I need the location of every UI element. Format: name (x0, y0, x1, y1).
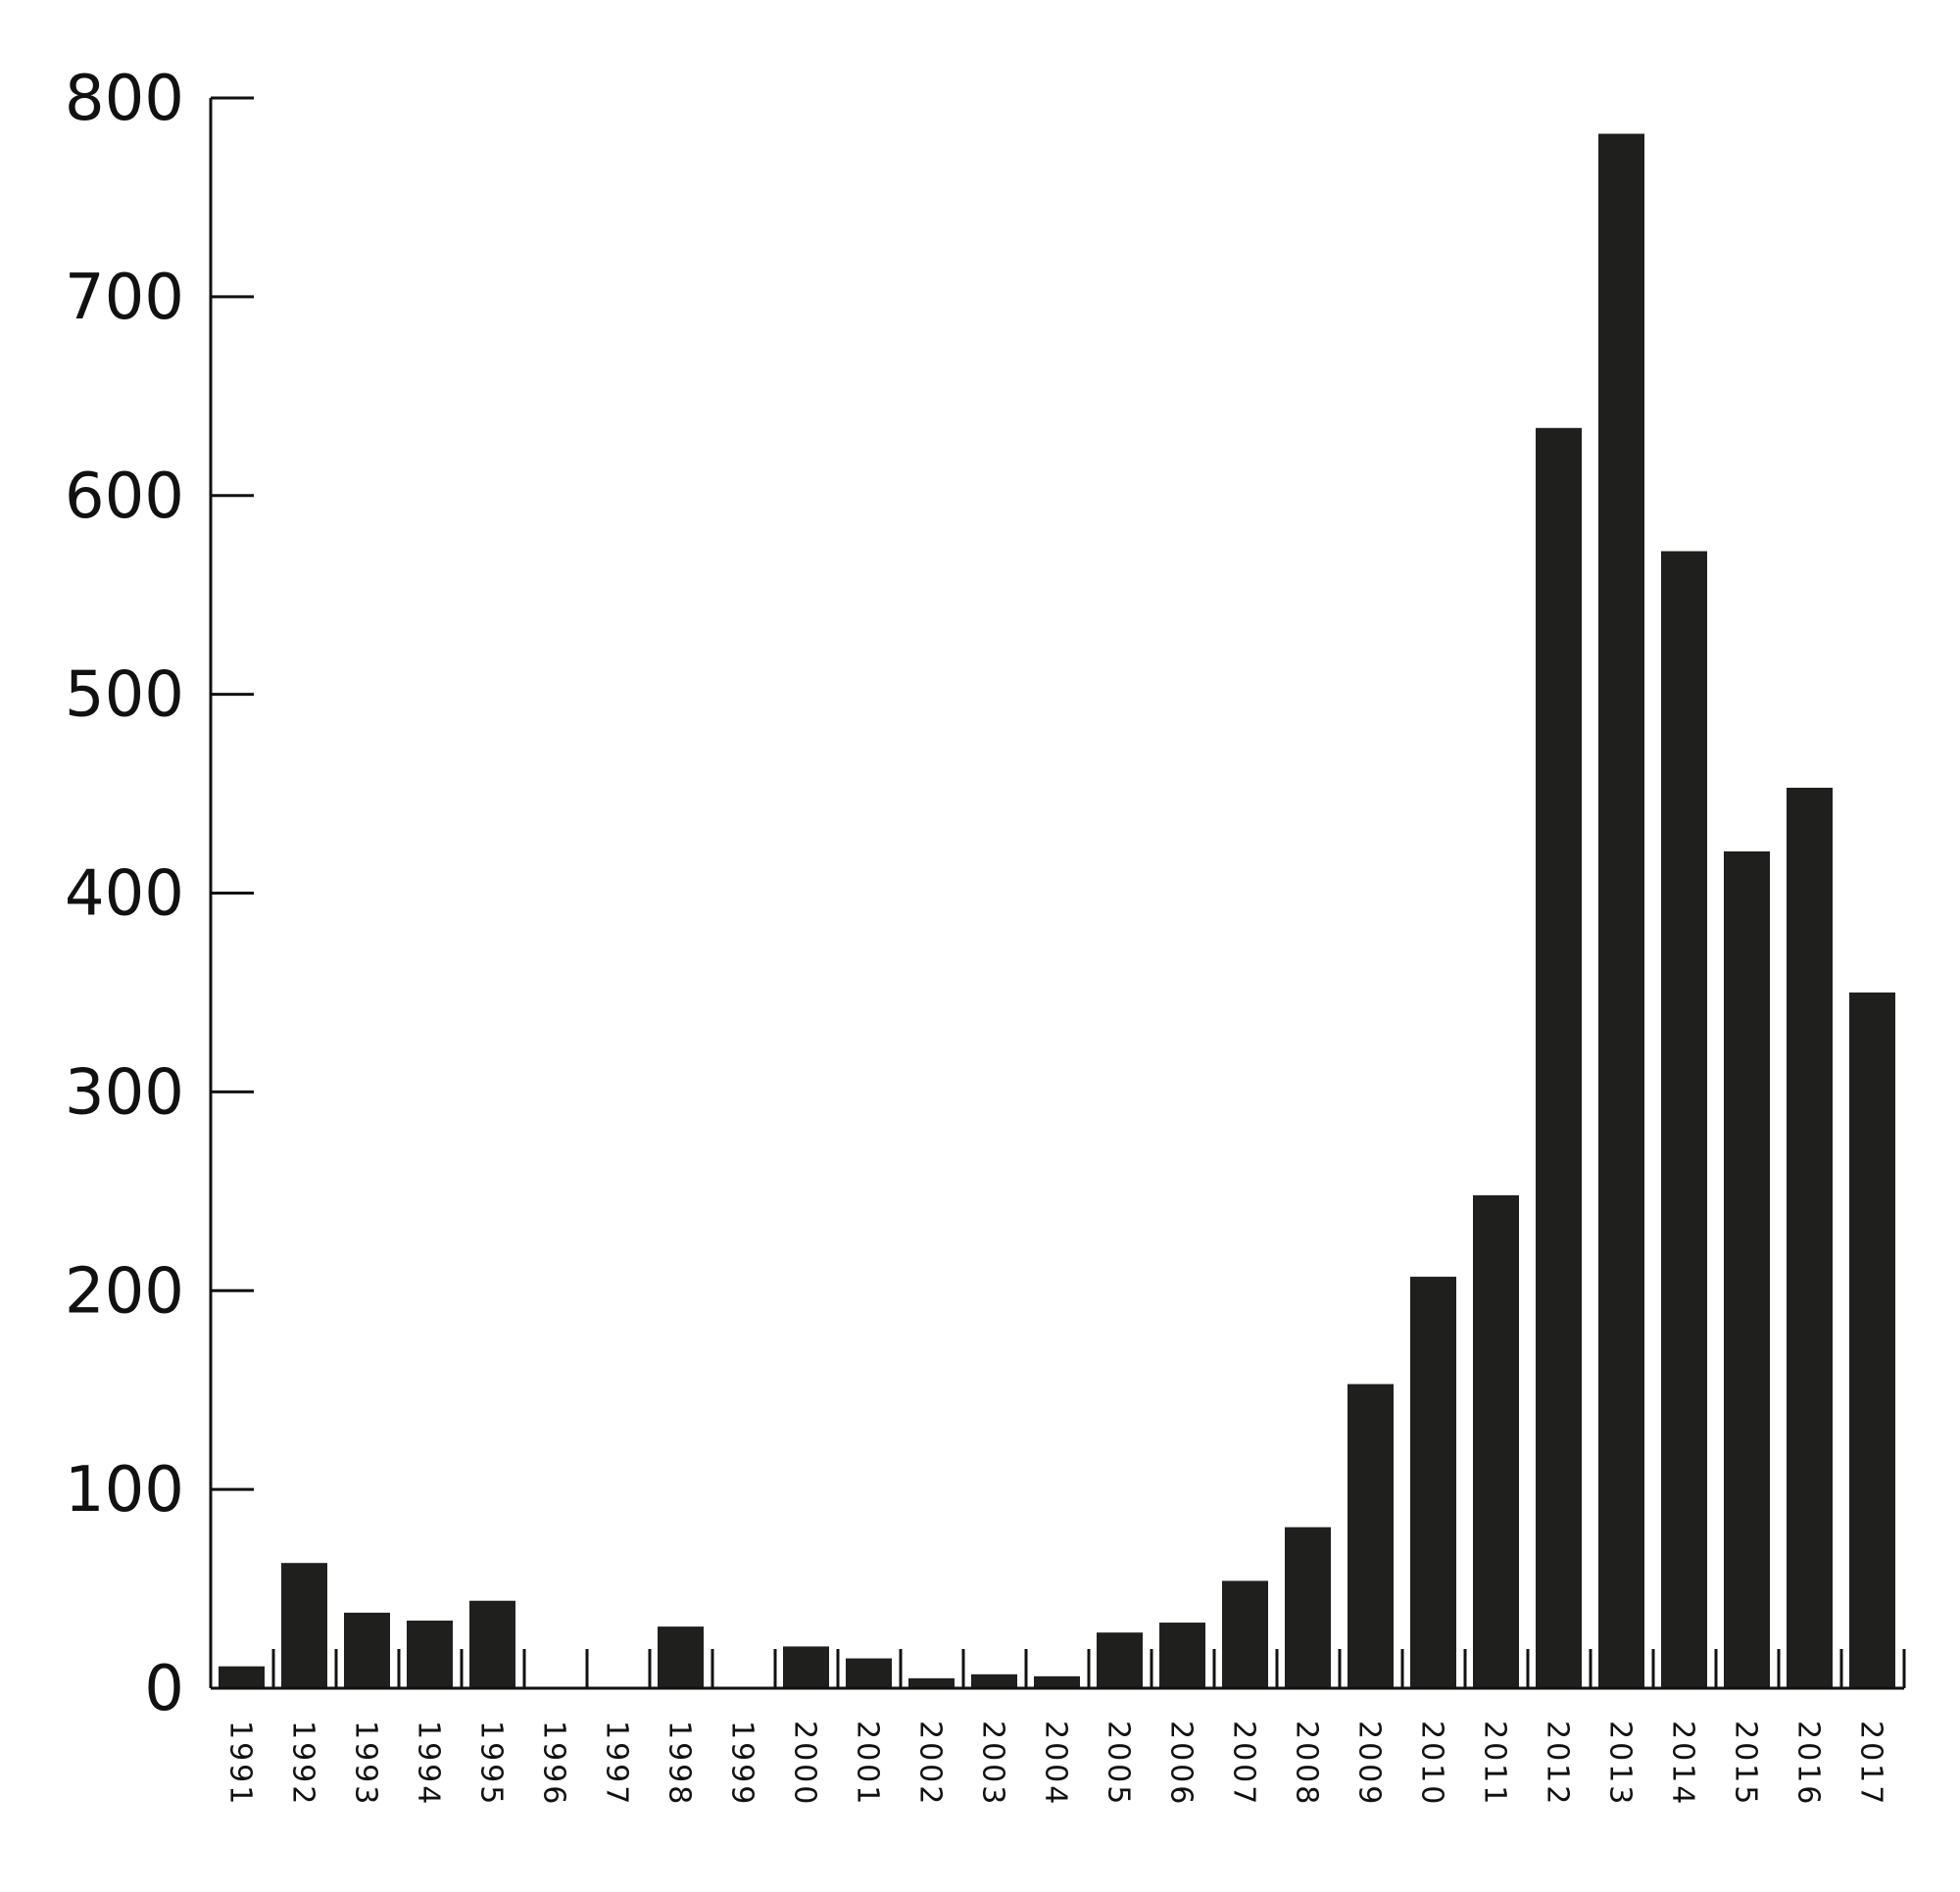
y-axis: 0 100 200 300 400 500 600 700 800 (65, 63, 254, 1725)
x-tick-label: 2015 (1729, 1721, 1763, 1807)
x-tick-label: 2000 (788, 1721, 822, 1807)
bar-2016 (1787, 787, 1833, 1688)
bar-2004 (1034, 1675, 1080, 1688)
y-tick-label: 400 (65, 858, 184, 931)
y-tick-label: 300 (65, 1056, 184, 1129)
x-tick-label: 2014 (1666, 1721, 1700, 1807)
x-tick-label: 2007 (1227, 1721, 1261, 1807)
x-tick-label: 2005 (1102, 1721, 1136, 1807)
x-tick-label: 1991 (223, 1721, 258, 1807)
x-tick-label: 1995 (474, 1721, 509, 1807)
y-tick-label: 200 (65, 1255, 184, 1328)
x-tick-label: 2017 (1854, 1721, 1888, 1807)
bar-1991 (219, 1666, 265, 1688)
x-tick-label: 1993 (349, 1721, 383, 1807)
y-tick-label: 800 (65, 63, 184, 135)
bar-1993 (344, 1612, 390, 1688)
bar-2010 (1410, 1277, 1456, 1688)
bar-2006 (1159, 1623, 1205, 1688)
bar-2007 (1222, 1580, 1268, 1688)
x-tick-label: 1996 (537, 1721, 571, 1807)
bar-2003 (971, 1674, 1017, 1688)
bar-2000 (783, 1646, 829, 1688)
bar-2001 (846, 1658, 892, 1688)
bar-1995 (469, 1600, 515, 1688)
x-tick-label: 2011 (1478, 1721, 1512, 1807)
y-tick-label: 700 (65, 262, 184, 334)
x-tick-label: 1999 (725, 1721, 760, 1807)
x-tick-label: 1994 (412, 1721, 446, 1807)
bar-2008 (1285, 1527, 1331, 1688)
bar-2005 (1097, 1632, 1143, 1688)
x-axis: 1991 1992 1993 1994 1995 1996 1997 1998 1999 2000… (211, 1649, 1906, 1807)
bar-1992 (281, 1563, 327, 1688)
bar-2017 (1849, 992, 1895, 1688)
x-tick-label: 1998 (662, 1721, 697, 1807)
bar-2011 (1473, 1194, 1519, 1688)
bar-2009 (1348, 1383, 1394, 1688)
x-tick-label: 2013 (1603, 1721, 1638, 1807)
x-tick-label: 1992 (286, 1721, 320, 1807)
x-tick-label: 2009 (1352, 1721, 1387, 1807)
x-tick-label: 2004 (1039, 1721, 1073, 1807)
bar-2012 (1536, 427, 1582, 1689)
bar-2002 (908, 1677, 955, 1688)
bar-2014 (1661, 551, 1707, 1689)
x-tick-label: 2003 (976, 1721, 1010, 1807)
x-tick-label: 2016 (1791, 1721, 1826, 1807)
bar-1994 (407, 1621, 453, 1688)
x-tick-label: 2006 (1164, 1721, 1199, 1807)
x-tick-label: 2002 (913, 1721, 948, 1807)
bar-2013 (1598, 133, 1644, 1689)
x-tick-label: 2001 (851, 1721, 885, 1807)
bars (219, 133, 1895, 1689)
x-tick-label: 2010 (1415, 1721, 1449, 1807)
bar-2015 (1724, 850, 1770, 1688)
x-tick-label: 2012 (1541, 1721, 1575, 1807)
y-tick-label: 500 (65, 659, 184, 732)
y-tick-label: 0 (144, 1653, 184, 1725)
bar-1998 (658, 1626, 704, 1688)
x-tick-label: 1997 (600, 1721, 634, 1807)
y-tick-label: 100 (65, 1454, 184, 1527)
x-tick-label: 2008 (1290, 1721, 1324, 1807)
y-tick-label: 600 (65, 461, 184, 533)
